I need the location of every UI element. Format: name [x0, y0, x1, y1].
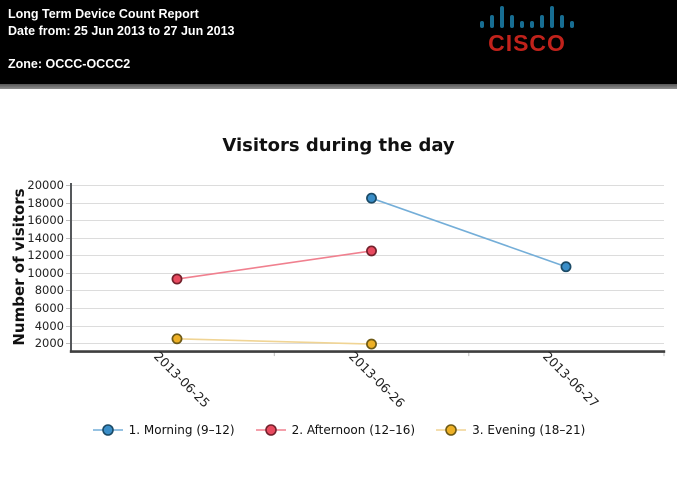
report-date-range: Date from: 25 Jun 2013 to 27 Jun 2013: [8, 24, 235, 38]
y-tick-label: 12000: [27, 248, 64, 263]
cisco-bridge-bars-icon: [471, 5, 583, 28]
y-tick-label: 6000: [34, 301, 64, 316]
y-tick-label: 10000: [27, 265, 64, 280]
data-point-series-0[interactable]: [366, 192, 377, 204]
report-zone: Zone: OCCC-OCCC2: [8, 57, 131, 71]
y-tick-label: 18000: [27, 195, 64, 210]
header-separator: [0, 84, 677, 89]
y-tick-label: 4000: [34, 318, 64, 333]
series-line-1: [176, 250, 372, 280]
legend-marker-icon: [92, 424, 123, 436]
y-tick-label: 16000: [27, 213, 64, 228]
plot-canvas: [66, 183, 666, 357]
chart-title: Visitors during the day: [222, 135, 455, 156]
report-header: Long Term Device Count Report Date from:…: [0, 0, 677, 84]
cisco-logo: CISCO: [471, 5, 583, 56]
data-point-series-0[interactable]: [560, 261, 572, 273]
y-tick-label: 14000: [27, 230, 64, 245]
y-tick-label: 8000: [34, 283, 64, 298]
legend-item-1[interactable]: 2. Afternoon (12–16): [255, 423, 415, 437]
chart-legend: 1. Morning (9–12) 2. Afternoon (12–16) 3. …: [0, 423, 677, 437]
series-line-2: [176, 338, 372, 345]
data-point-series-2[interactable]: [171, 333, 183, 345]
data-point-series-1[interactable]: [366, 245, 377, 257]
y-tick-label: 20000: [27, 178, 64, 192]
legend-marker-icon: [255, 424, 286, 436]
legend-label: 3. Evening (18–21): [472, 423, 586, 437]
legend-marker-icon: [436, 424, 467, 436]
legend-item-0[interactable]: 1. Morning (9–12): [92, 423, 235, 437]
legend-label: 2. Afternoon (12–16): [291, 423, 416, 437]
data-point-series-2[interactable]: [366, 338, 377, 350]
y-tick-label: 2000: [34, 336, 64, 351]
legend-label: 1. Morning (9–12): [128, 423, 235, 437]
legend-item-2[interactable]: 3. Evening (18–21): [435, 423, 585, 437]
cisco-wordmark: CISCO: [488, 30, 566, 56]
data-point-series-1[interactable]: [171, 273, 183, 285]
report-title: Long Term Device Count Report: [8, 7, 199, 21]
header-text-block: Long Term Device Count Report Date from:…: [8, 6, 677, 73]
series-line-0: [371, 197, 567, 268]
visitors-chart: Visitors during the day Number of visito…: [0, 89, 677, 477]
